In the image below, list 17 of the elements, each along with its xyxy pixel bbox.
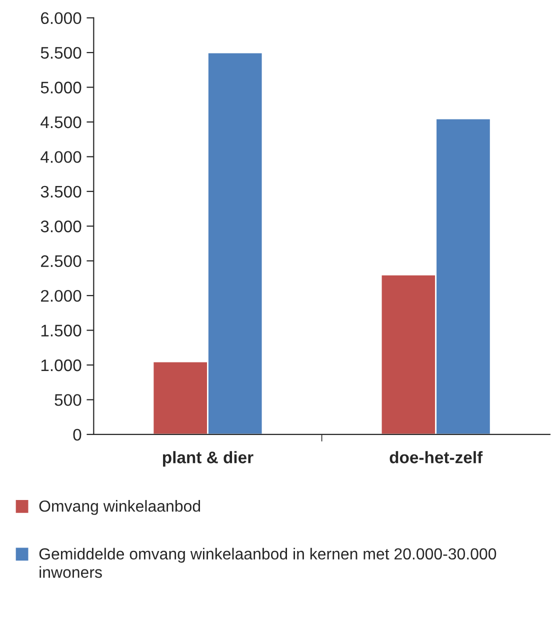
x-tick-label: plant & dier — [162, 451, 254, 467]
y-tick-label: 0 — [73, 428, 82, 441]
y-tick-label: 1.500 — [41, 324, 82, 336]
y-tick-label: 2.500 — [41, 255, 82, 268]
y-tick-label: 2.000 — [41, 290, 82, 302]
y-tick-label: 5.000 — [40, 82, 82, 94]
y-tick-label: 500 — [54, 394, 82, 406]
legend-label: Omvang winkelaanbod — [39, 500, 200, 515]
y-tick-label: 5.500 — [40, 46, 82, 59]
y-tick-label: 3.000 — [40, 220, 82, 232]
y-tick-label: 4.500 — [40, 116, 82, 128]
y-tick-label: 3.500 — [40, 186, 82, 198]
y-tick-label: 6.000 — [41, 12, 82, 24]
x-tick-label: doe-het-zelf — [390, 451, 483, 464]
y-tick-label: 4.000 — [40, 151, 82, 163]
y-tick-label: 1.000 — [41, 359, 82, 372]
legend-label: Gemiddelde omvang winkelaanbod in kernen met 20.000-30.000 inwoners — [39, 548, 496, 578]
